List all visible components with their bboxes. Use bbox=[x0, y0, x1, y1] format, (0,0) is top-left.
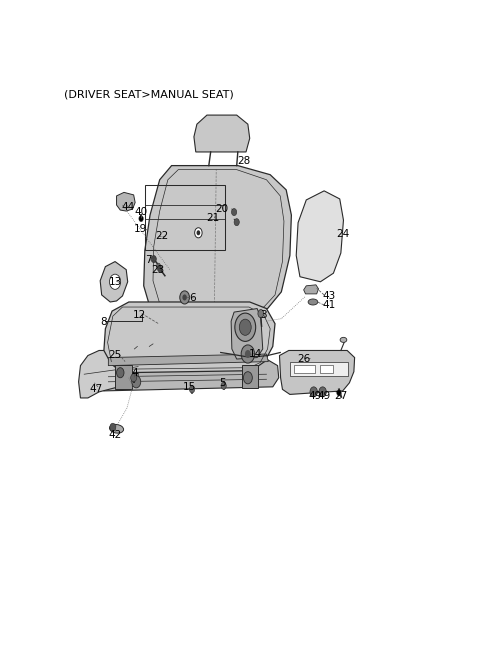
Circle shape bbox=[196, 230, 200, 236]
Polygon shape bbox=[231, 308, 263, 359]
Polygon shape bbox=[117, 192, 135, 211]
Text: 27: 27 bbox=[335, 391, 348, 401]
Circle shape bbox=[110, 423, 116, 431]
Circle shape bbox=[241, 345, 254, 363]
Circle shape bbox=[234, 218, 240, 226]
Text: 47: 47 bbox=[90, 384, 103, 394]
Bar bbox=[241, 365, 258, 388]
Text: 14: 14 bbox=[249, 349, 262, 359]
Text: 6: 6 bbox=[189, 293, 196, 303]
Circle shape bbox=[131, 374, 137, 382]
Bar bbox=[294, 365, 315, 373]
Polygon shape bbox=[79, 350, 138, 398]
Circle shape bbox=[151, 255, 156, 262]
Text: 49: 49 bbox=[308, 391, 322, 401]
Circle shape bbox=[132, 376, 141, 388]
Circle shape bbox=[243, 372, 252, 384]
Ellipse shape bbox=[308, 299, 318, 305]
Text: 26: 26 bbox=[297, 354, 310, 364]
Text: 49: 49 bbox=[317, 391, 331, 401]
Ellipse shape bbox=[340, 337, 347, 342]
Text: 24: 24 bbox=[336, 230, 349, 239]
Text: 40: 40 bbox=[134, 207, 148, 216]
Circle shape bbox=[245, 350, 251, 358]
Circle shape bbox=[182, 295, 187, 300]
Text: 4: 4 bbox=[131, 368, 138, 378]
Text: 22: 22 bbox=[156, 232, 169, 241]
Circle shape bbox=[319, 387, 326, 397]
Text: 20: 20 bbox=[215, 204, 228, 214]
Circle shape bbox=[310, 387, 317, 397]
Circle shape bbox=[117, 367, 124, 378]
Text: 19: 19 bbox=[133, 224, 146, 234]
Circle shape bbox=[156, 263, 160, 268]
Polygon shape bbox=[100, 262, 128, 302]
Text: 44: 44 bbox=[121, 201, 134, 211]
Circle shape bbox=[109, 274, 120, 289]
Text: 28: 28 bbox=[238, 155, 251, 165]
Text: 12: 12 bbox=[132, 310, 146, 319]
Text: 25: 25 bbox=[108, 350, 122, 360]
Text: 13: 13 bbox=[108, 277, 122, 287]
Text: 8: 8 bbox=[101, 318, 107, 327]
Polygon shape bbox=[304, 285, 319, 294]
Text: 43: 43 bbox=[322, 291, 335, 301]
Circle shape bbox=[221, 382, 226, 390]
Circle shape bbox=[337, 390, 341, 396]
Text: (DRIVER SEAT>MANUAL SEAT): (DRIVER SEAT>MANUAL SEAT) bbox=[64, 90, 233, 100]
Text: 41: 41 bbox=[322, 300, 335, 310]
Circle shape bbox=[157, 266, 162, 272]
Circle shape bbox=[139, 216, 144, 222]
Text: 3: 3 bbox=[261, 310, 267, 319]
Text: 15: 15 bbox=[183, 382, 196, 392]
Polygon shape bbox=[296, 191, 344, 282]
Bar bbox=[115, 365, 132, 390]
Circle shape bbox=[240, 319, 251, 335]
Polygon shape bbox=[104, 302, 275, 373]
Bar bbox=[290, 361, 348, 376]
Circle shape bbox=[258, 310, 264, 318]
Circle shape bbox=[235, 313, 256, 341]
Text: 23: 23 bbox=[151, 264, 164, 275]
Ellipse shape bbox=[109, 424, 123, 433]
Circle shape bbox=[195, 228, 202, 238]
Text: 5: 5 bbox=[219, 378, 226, 388]
Circle shape bbox=[231, 209, 237, 216]
Text: 21: 21 bbox=[206, 213, 219, 223]
Polygon shape bbox=[194, 115, 250, 152]
Circle shape bbox=[190, 386, 195, 393]
Polygon shape bbox=[108, 354, 268, 365]
Text: 7: 7 bbox=[145, 255, 152, 265]
Polygon shape bbox=[144, 165, 291, 314]
Bar bbox=[321, 365, 334, 373]
Circle shape bbox=[180, 291, 190, 304]
Polygon shape bbox=[96, 358, 279, 391]
Text: 42: 42 bbox=[108, 430, 122, 440]
Polygon shape bbox=[279, 350, 355, 394]
